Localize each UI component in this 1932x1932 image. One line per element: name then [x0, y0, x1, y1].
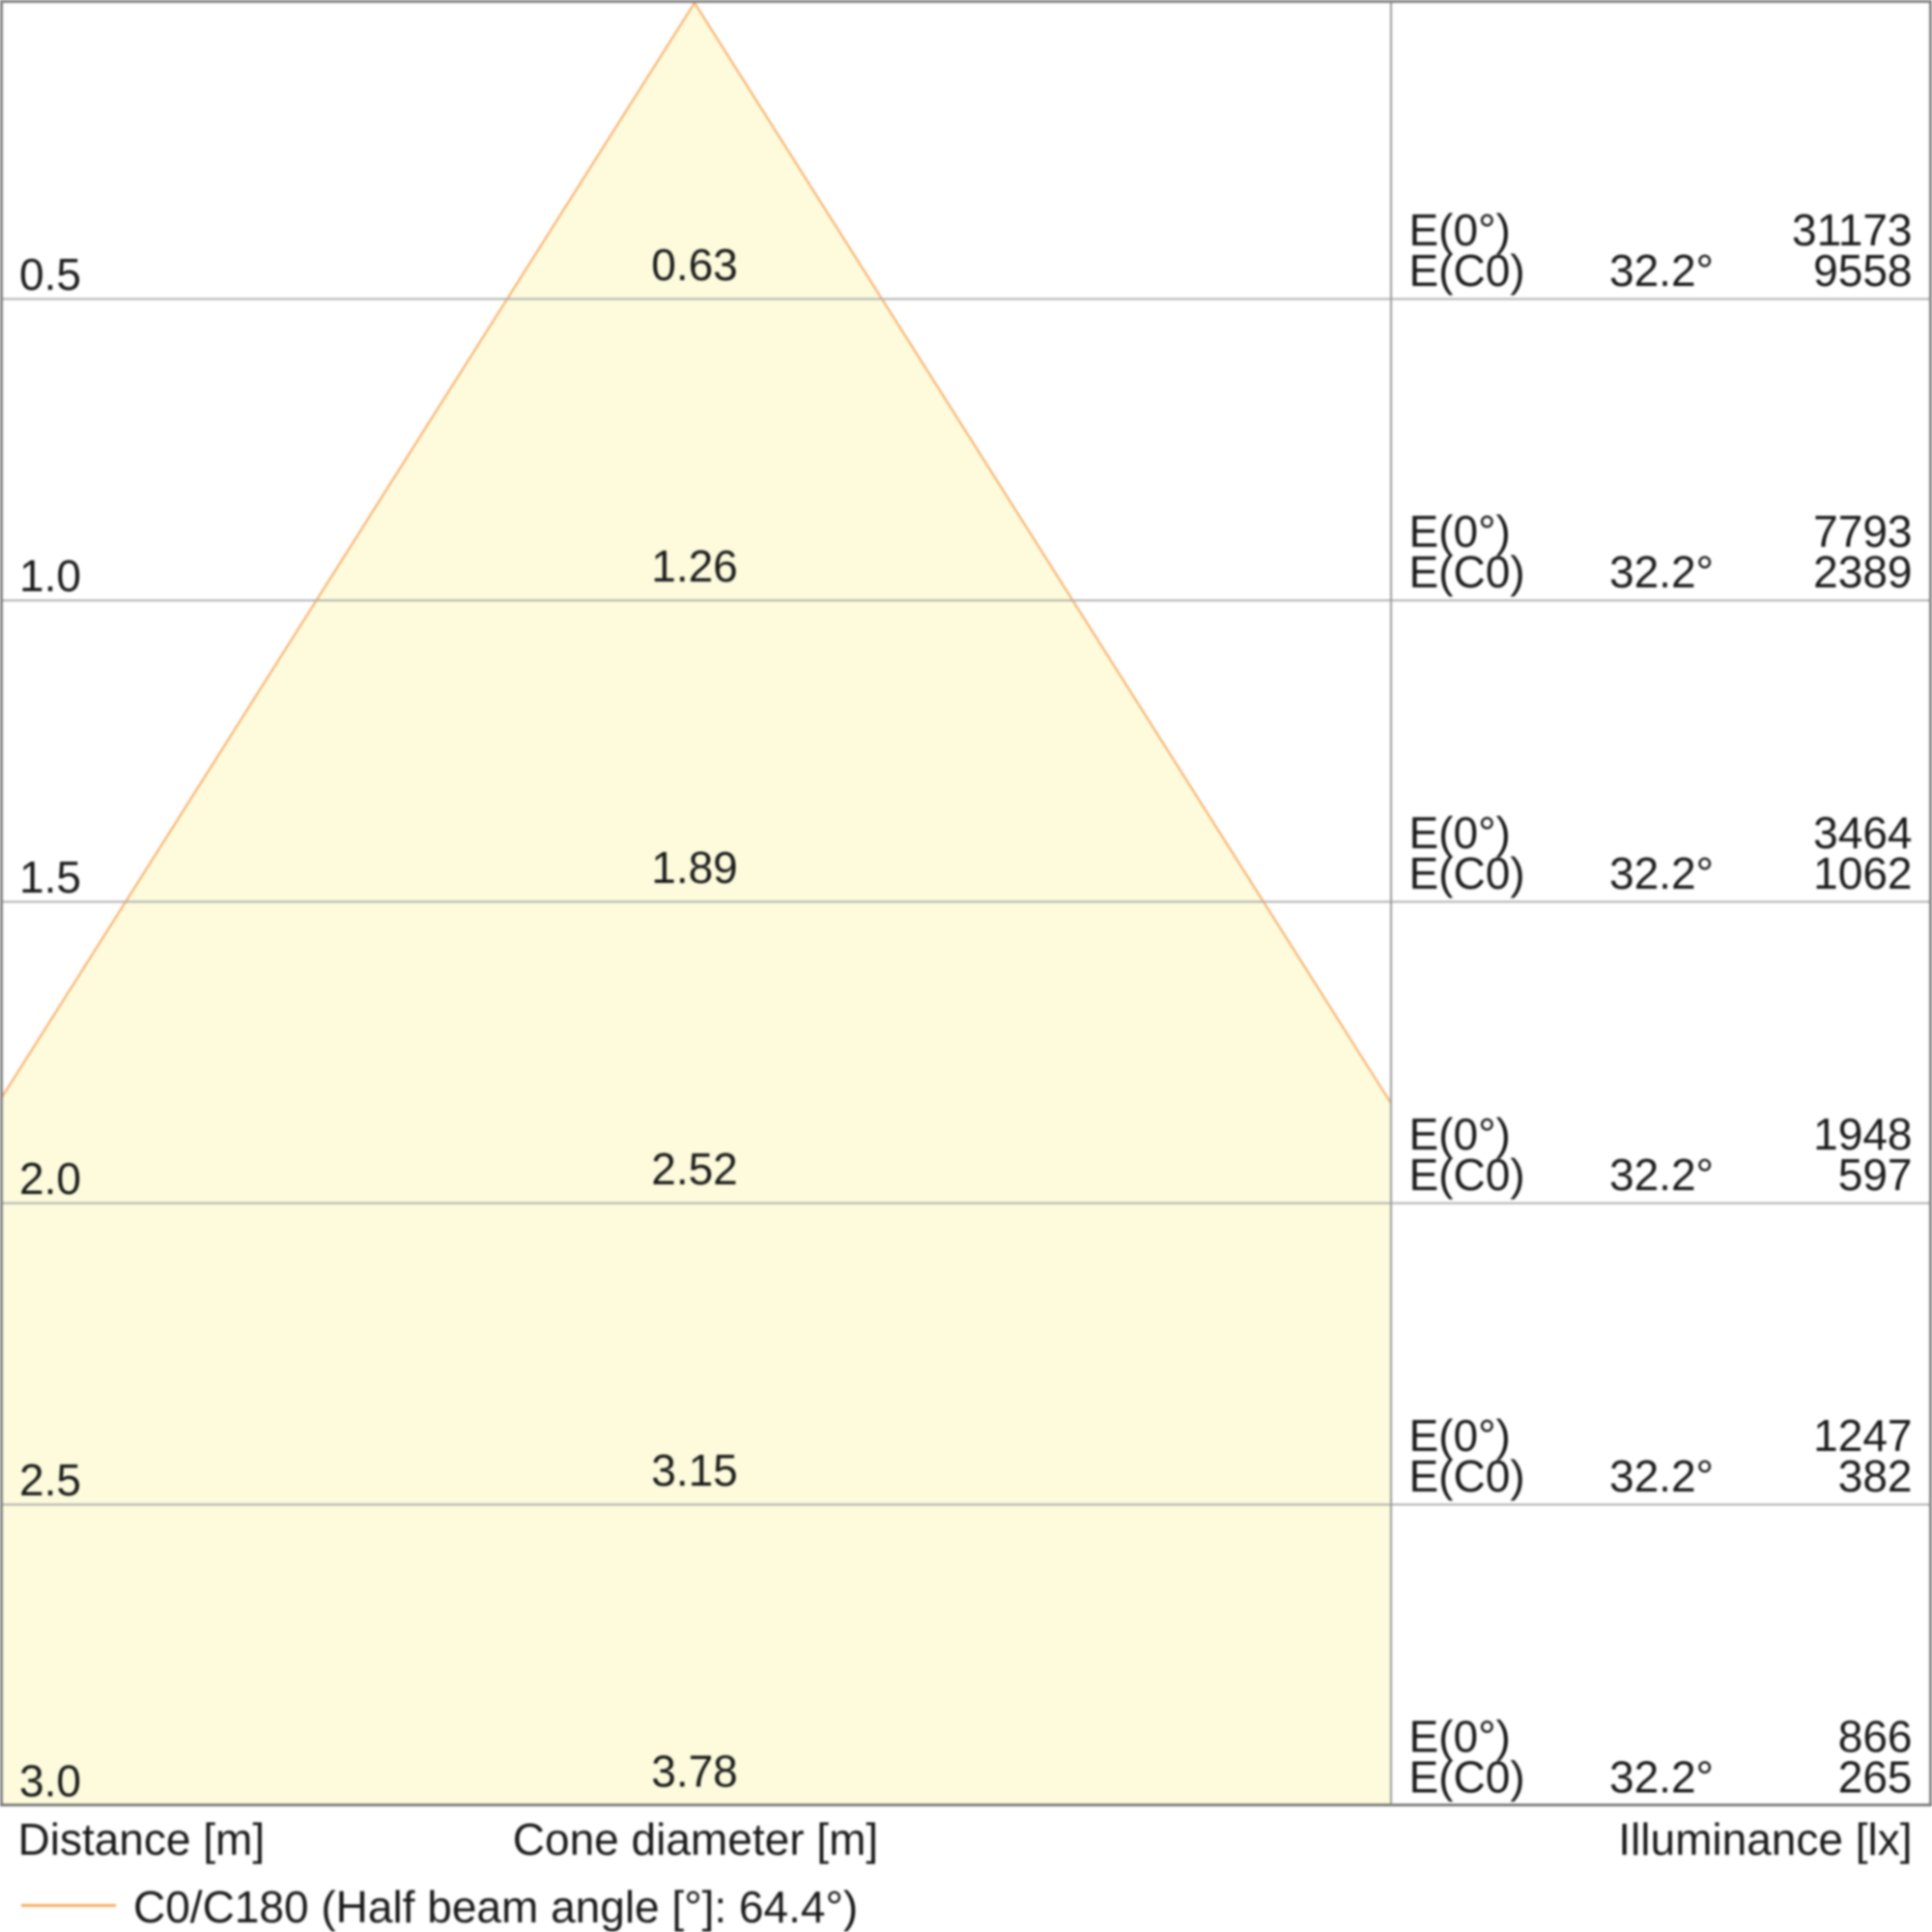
svg-text:E(C0): E(C0)	[1409, 1752, 1525, 1803]
svg-text:2.5: 2.5	[19, 1455, 81, 1505]
svg-text:1062: 1062	[1813, 848, 1912, 898]
svg-text:1.89: 1.89	[651, 842, 738, 893]
svg-text:E(C0): E(C0)	[1409, 1150, 1525, 1200]
svg-text:E(0°): E(0°)	[1409, 205, 1511, 255]
svg-text:3.0: 3.0	[19, 1756, 81, 1806]
svg-text:0.63: 0.63	[651, 240, 738, 290]
svg-text:32.2°: 32.2°	[1609, 547, 1714, 597]
svg-text:32.2°: 32.2°	[1609, 245, 1714, 296]
svg-text:Cone diameter [m]: Cone diameter [m]	[513, 1814, 878, 1864]
svg-text:E(C0): E(C0)	[1409, 1451, 1525, 1501]
svg-text:3464: 3464	[1813, 808, 1912, 858]
svg-text:E(0°): E(0°)	[1409, 808, 1511, 858]
svg-text:32.2°: 32.2°	[1609, 1752, 1714, 1803]
svg-text:E(0°): E(0°)	[1409, 1109, 1511, 1159]
svg-text:31173: 31173	[1792, 205, 1913, 255]
svg-text:E(0°): E(0°)	[1409, 1712, 1511, 1762]
svg-text:E(C0): E(C0)	[1409, 848, 1525, 898]
svg-text:597: 597	[1838, 1150, 1913, 1200]
svg-text:1948: 1948	[1813, 1109, 1912, 1159]
svg-text:32.2°: 32.2°	[1609, 848, 1714, 898]
svg-text:2389: 2389	[1813, 547, 1912, 597]
svg-text:7793: 7793	[1813, 506, 1912, 556]
svg-text:32.2°: 32.2°	[1609, 1150, 1714, 1200]
svg-text:E(C0): E(C0)	[1409, 547, 1525, 597]
svg-text:1.5: 1.5	[19, 852, 81, 902]
svg-text:C0/C180 (Half beam angle [°]:: C0/C180 (Half beam angle [°]: 64.4°)	[133, 1882, 858, 1932]
svg-text:9558: 9558	[1813, 245, 1912, 296]
svg-text:1.0: 1.0	[19, 551, 81, 601]
svg-text:E(0°): E(0°)	[1409, 1410, 1511, 1461]
svg-text:E(C0): E(C0)	[1409, 245, 1525, 296]
svg-text:265: 265	[1838, 1752, 1913, 1803]
svg-text:2.52: 2.52	[651, 1144, 738, 1194]
svg-text:3.15: 3.15	[651, 1445, 738, 1495]
svg-text:2.0: 2.0	[19, 1153, 81, 1204]
svg-text:E(0°): E(0°)	[1409, 506, 1511, 556]
svg-text:3.78: 3.78	[651, 1747, 738, 1797]
svg-text:Illuminance [lx]: Illuminance [lx]	[1618, 1814, 1912, 1864]
svg-text:866: 866	[1838, 1712, 1913, 1762]
svg-text:1.26: 1.26	[651, 541, 738, 591]
svg-text:32.2°: 32.2°	[1609, 1451, 1714, 1501]
svg-text:382: 382	[1838, 1451, 1913, 1501]
svg-text:0.5: 0.5	[19, 249, 81, 299]
svg-text:Distance [m]: Distance [m]	[18, 1814, 266, 1864]
svg-text:1247: 1247	[1813, 1410, 1912, 1461]
